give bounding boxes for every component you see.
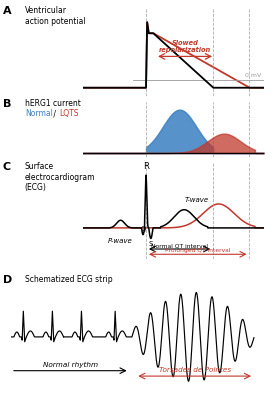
Text: 0 mV: 0 mV	[245, 73, 261, 78]
Text: R: R	[144, 162, 149, 171]
Text: S: S	[148, 242, 153, 247]
Text: /: /	[51, 109, 58, 118]
Text: Normal rhythm: Normal rhythm	[43, 362, 98, 368]
Text: A: A	[3, 6, 11, 16]
Text: Torsades de Pointes: Torsades de Pointes	[159, 367, 231, 373]
Text: Ventricular
action potential: Ventricular action potential	[25, 6, 85, 26]
Text: Surface
electrocardiogram
(ECG): Surface electrocardiogram (ECG)	[25, 162, 95, 192]
Text: Schematized ECG strip: Schematized ECG strip	[25, 275, 112, 284]
Text: C: C	[3, 162, 11, 173]
Text: hERG1 current: hERG1 current	[25, 99, 81, 108]
Text: Slowed
repolarization: Slowed repolarization	[159, 40, 211, 53]
Text: Normal QT interval: Normal QT interval	[151, 243, 208, 248]
Text: Normal: Normal	[25, 109, 53, 118]
Text: Prolonged QT interval: Prolonged QT interval	[165, 248, 230, 253]
Text: Q: Q	[141, 226, 146, 231]
Text: T-wave: T-wave	[185, 197, 209, 203]
Text: P-wave: P-wave	[108, 238, 133, 244]
Text: B: B	[3, 99, 11, 109]
Text: LQTS: LQTS	[59, 109, 79, 118]
Text: D: D	[3, 275, 12, 285]
